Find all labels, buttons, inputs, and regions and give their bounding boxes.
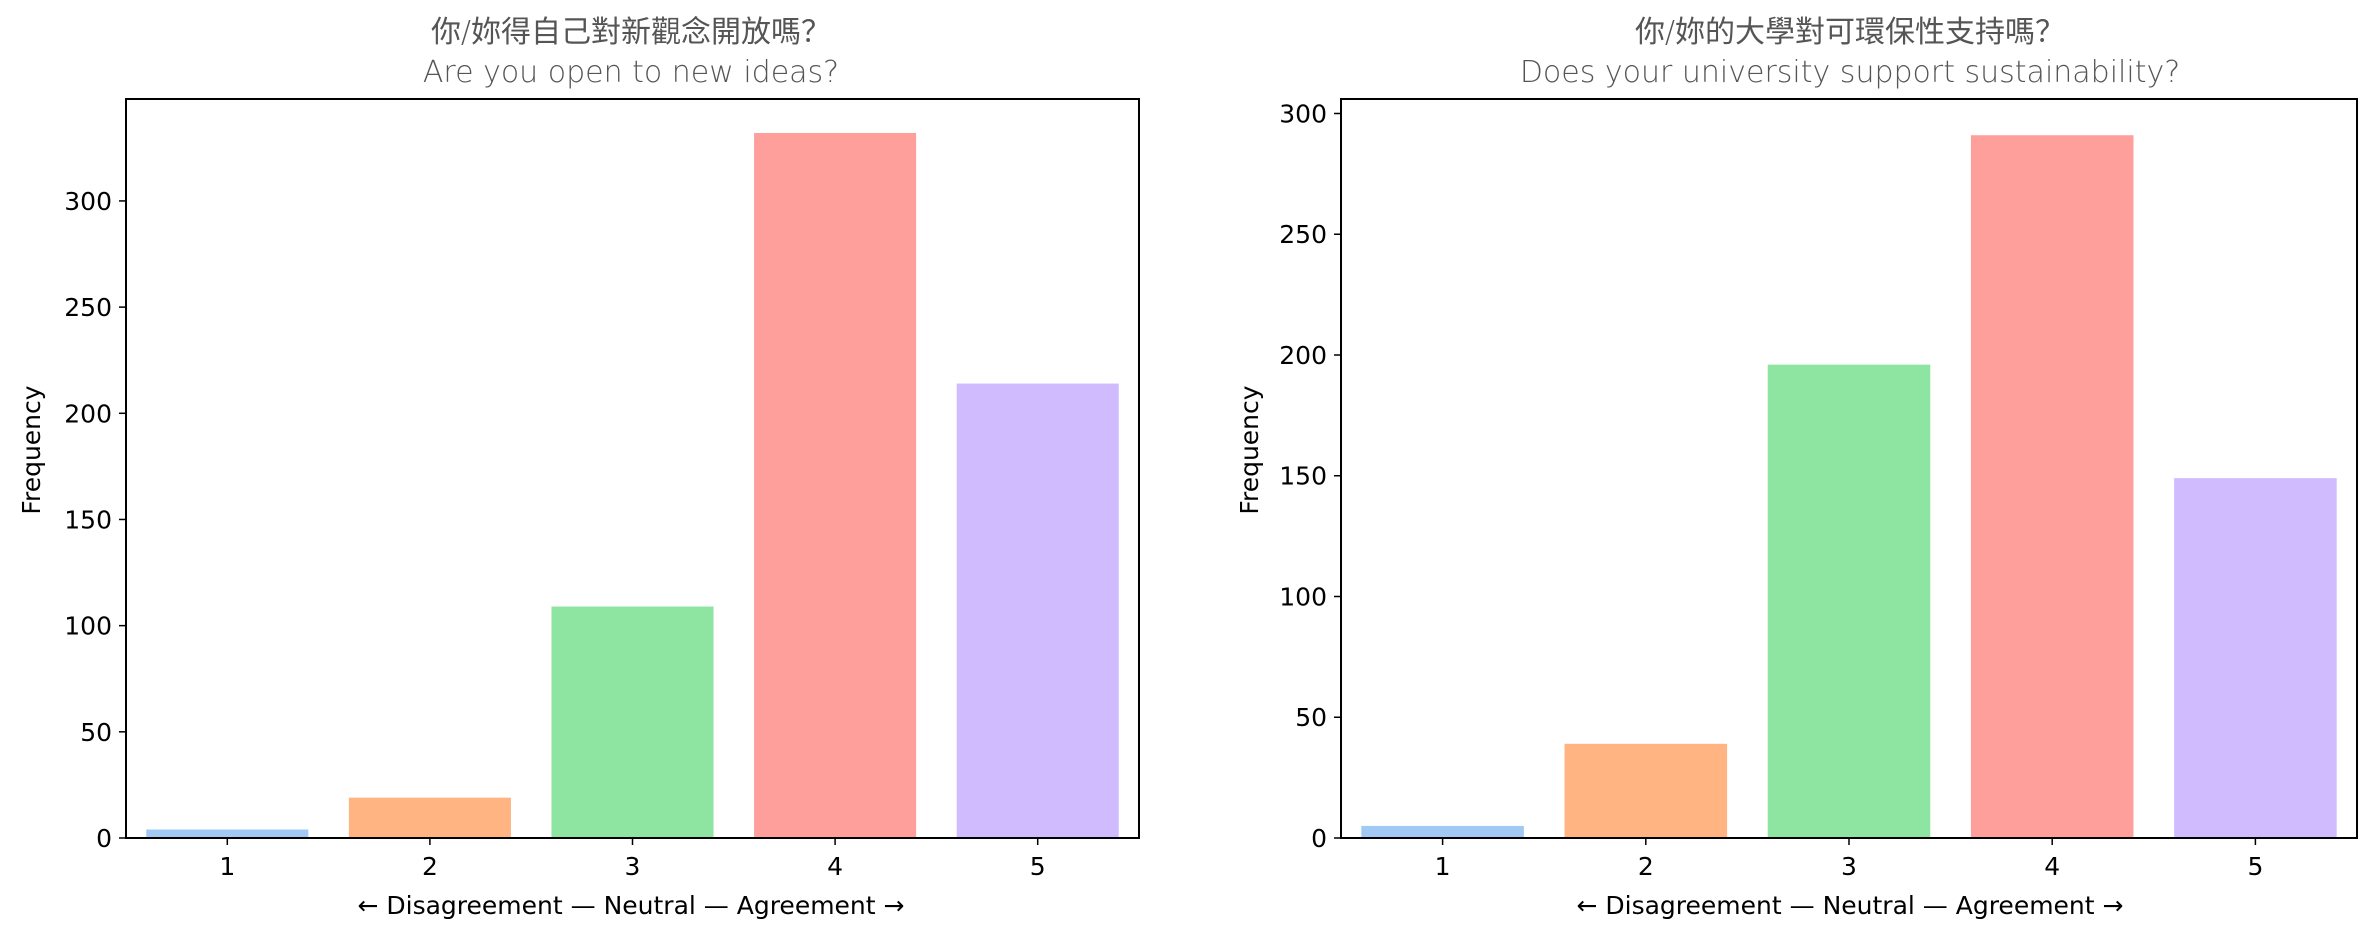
bar-3	[1767, 364, 1931, 838]
y-tick-label: 200	[64, 399, 112, 428]
bar-1	[146, 829, 309, 838]
y-tick-label: 300	[64, 187, 112, 216]
chart-title-zh: 你/妳的大學對可環保性支持嗎？	[1635, 15, 2065, 50]
y-tick-label: 200	[1279, 341, 1327, 370]
plot-frame	[125, 98, 1140, 839]
x-tick-label: 4	[2044, 852, 2060, 881]
x-tick-label: 2	[1638, 852, 1654, 881]
x-tick-label: 2	[422, 852, 438, 881]
y-tick-label: 100	[64, 612, 112, 641]
x-axis-label: ← Disagreement — Neutral — Agreement →	[358, 891, 905, 920]
bars	[146, 132, 1119, 839]
x-axis-label: ← Disagreement — Neutral — Agreement →	[1577, 891, 2124, 920]
plot-frame	[1340, 98, 2358, 839]
bars	[1361, 135, 2337, 839]
y-tick-label: 0	[1311, 824, 1327, 853]
y-axis-label: Frequency	[17, 385, 46, 514]
y-tick-label: 0	[96, 824, 112, 853]
chart-title-en: Are you open to new ideas?	[423, 55, 839, 90]
y-axis-label: Frequency	[1235, 385, 1264, 514]
chart-title-en: Does your university support sustainabil…	[1520, 55, 2180, 90]
y-tick-label: 300	[1279, 99, 1327, 128]
x-ticks: 1 2 3 4 5	[219, 838, 1046, 881]
y-tick-label: 100	[1279, 582, 1327, 611]
x-tick-label: 4	[827, 852, 843, 881]
y-tick-label: 50	[1295, 703, 1327, 732]
chart-title-zh: 你/妳得自己對新觀念開放嗎？	[431, 15, 831, 50]
bar-1	[1361, 825, 1524, 838]
x-tick-label: 1	[219, 852, 235, 881]
y-tick-label: 250	[1279, 220, 1327, 249]
y-tick-label: 150	[1279, 462, 1327, 491]
x-tick-label: 3	[1841, 852, 1857, 881]
bar-5	[956, 383, 1119, 838]
bar-4	[1970, 135, 2134, 839]
y-ticks: 0 50 100 150 200 250 300	[64, 187, 126, 853]
x-tick-label: 3	[625, 852, 641, 881]
y-tick-label: 150	[64, 505, 112, 534]
bar-2	[348, 797, 511, 838]
y-tick-label: 50	[80, 718, 112, 747]
x-ticks: 1 2 3 4 5	[1435, 838, 2263, 881]
chart-open-to-new-ideas: 你/妳得自己對新觀念開放嗎？ Are you open to new ideas…	[17, 15, 1140, 920]
x-tick-label: 5	[1030, 852, 1046, 881]
bar-2	[1564, 743, 1728, 838]
y-tick-label: 250	[64, 293, 112, 322]
y-ticks: 0 50 100 150 200 250 300	[1279, 99, 1341, 853]
x-tick-label: 5	[2247, 852, 2263, 881]
bar-3	[551, 606, 714, 838]
x-tick-label: 1	[1435, 852, 1451, 881]
chart-university-sustainability: 你/妳的大學對可環保性支持嗎？ Does your university sup…	[1235, 15, 2358, 920]
bar-4	[754, 132, 917, 839]
bar-5	[2174, 478, 2337, 838]
